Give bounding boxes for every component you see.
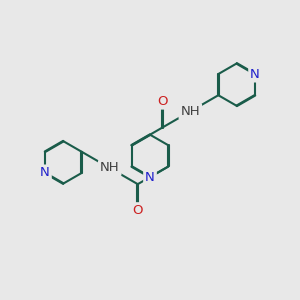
Text: N: N (40, 167, 50, 179)
Text: NH: NH (100, 161, 119, 175)
Text: N: N (250, 68, 260, 80)
Text: O: O (133, 204, 143, 217)
Text: N: N (145, 171, 155, 184)
Text: O: O (157, 94, 167, 108)
Text: NH: NH (181, 105, 200, 118)
